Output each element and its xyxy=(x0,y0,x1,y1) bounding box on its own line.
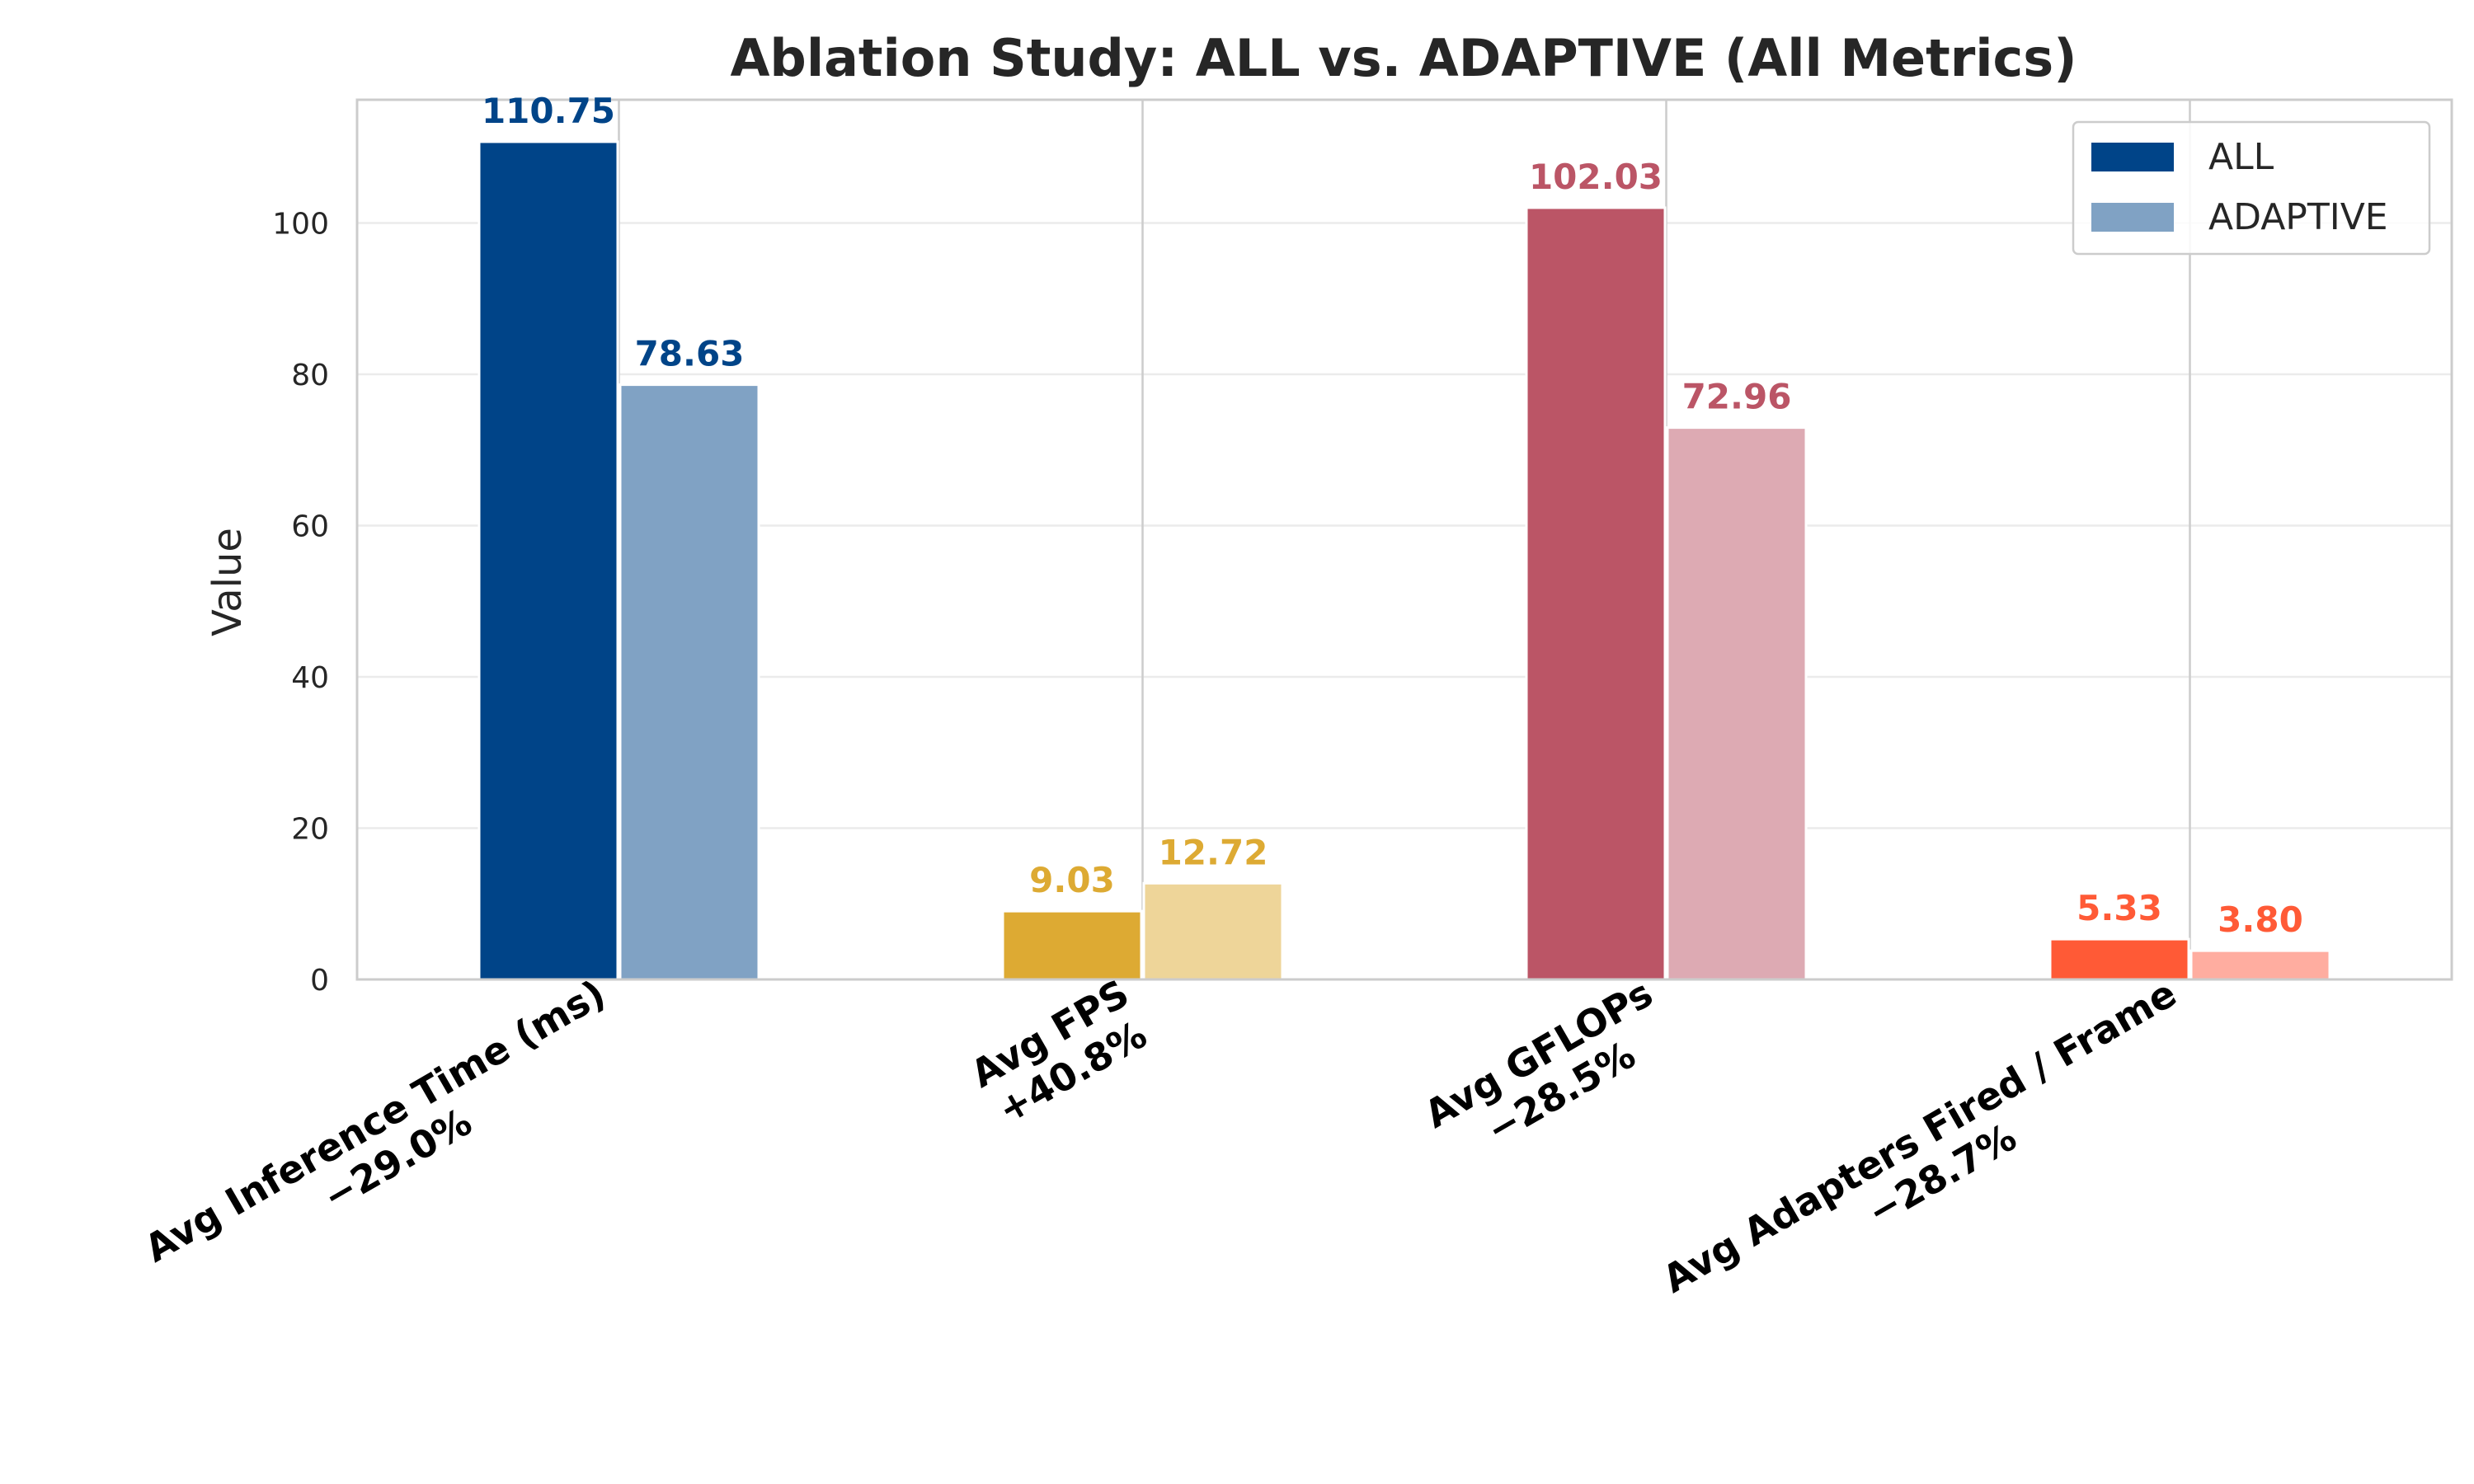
bar-all-1 xyxy=(1001,909,1143,981)
y-tick-label: 100 xyxy=(272,208,329,242)
bars-layer xyxy=(477,140,2331,981)
data-label: 9.03 xyxy=(1029,860,1115,900)
bar-adaptive-3 xyxy=(2189,949,2331,981)
legend-label-all: ALL xyxy=(2208,136,2274,178)
y-tick-label: 80 xyxy=(291,359,329,392)
x-tick-label-line: Avg Adapters Fired / Frame xyxy=(1655,970,2184,1301)
legend-swatch-adaptive xyxy=(2091,203,2174,232)
x-tick-label: Avg GFLOPs−28.5% xyxy=(1417,970,1660,1152)
data-label: 3.80 xyxy=(2218,899,2303,940)
x-tick-label: Avg Inference Time (ms)−29.0% xyxy=(137,970,613,1270)
legend: ALL ADAPTIVE xyxy=(2072,120,2431,256)
data-label: 72.96 xyxy=(1682,377,1792,417)
y-tick-label: 40 xyxy=(291,661,329,695)
data-label: 78.63 xyxy=(635,334,745,374)
bar-all-3 xyxy=(2048,937,2190,981)
bar-all-0 xyxy=(477,140,619,981)
xtick-layer: Avg Inference Time (ms)−29.0% Avg FPS+40.… xyxy=(137,970,2184,1301)
bar-adaptive-1 xyxy=(1142,881,1284,981)
data-label: 5.33 xyxy=(2077,888,2162,928)
y-axis-label: Value xyxy=(205,528,251,636)
legend-swatch-all xyxy=(2091,143,2174,171)
data-label: 102.03 xyxy=(1529,157,1663,197)
plot-frame xyxy=(355,98,2453,981)
y-tick-label: 20 xyxy=(291,813,329,847)
data-label: 110.75 xyxy=(482,91,615,131)
bar-adaptive-2 xyxy=(1666,426,1808,981)
y-tick-label: 0 xyxy=(310,964,329,998)
x-tick-label: Avg Adapters Fired / Frame−28.7% xyxy=(1655,970,2184,1301)
x-tick-label: Avg FPS+40.8% xyxy=(963,970,1154,1132)
y-tick-label: 60 xyxy=(291,510,329,544)
ytick-layer: 0 20 40 60 80 100 xyxy=(272,208,329,998)
data-label: 12.72 xyxy=(1159,832,1268,872)
label-layer: 110.75 78.63 9.03 12.72 102.03 72.96 5.33 3.80 xyxy=(482,91,2303,940)
x-tick-label-line: Avg Inference Time (ms) xyxy=(137,970,613,1270)
chart-title: Ablation Study: ALL vs. ADAPTIVE (All Me… xyxy=(730,28,2077,88)
bar-adaptive-0 xyxy=(618,383,760,981)
bar-all-2 xyxy=(1525,206,1667,981)
legend-label-adaptive: ADAPTIVE xyxy=(2208,196,2388,238)
